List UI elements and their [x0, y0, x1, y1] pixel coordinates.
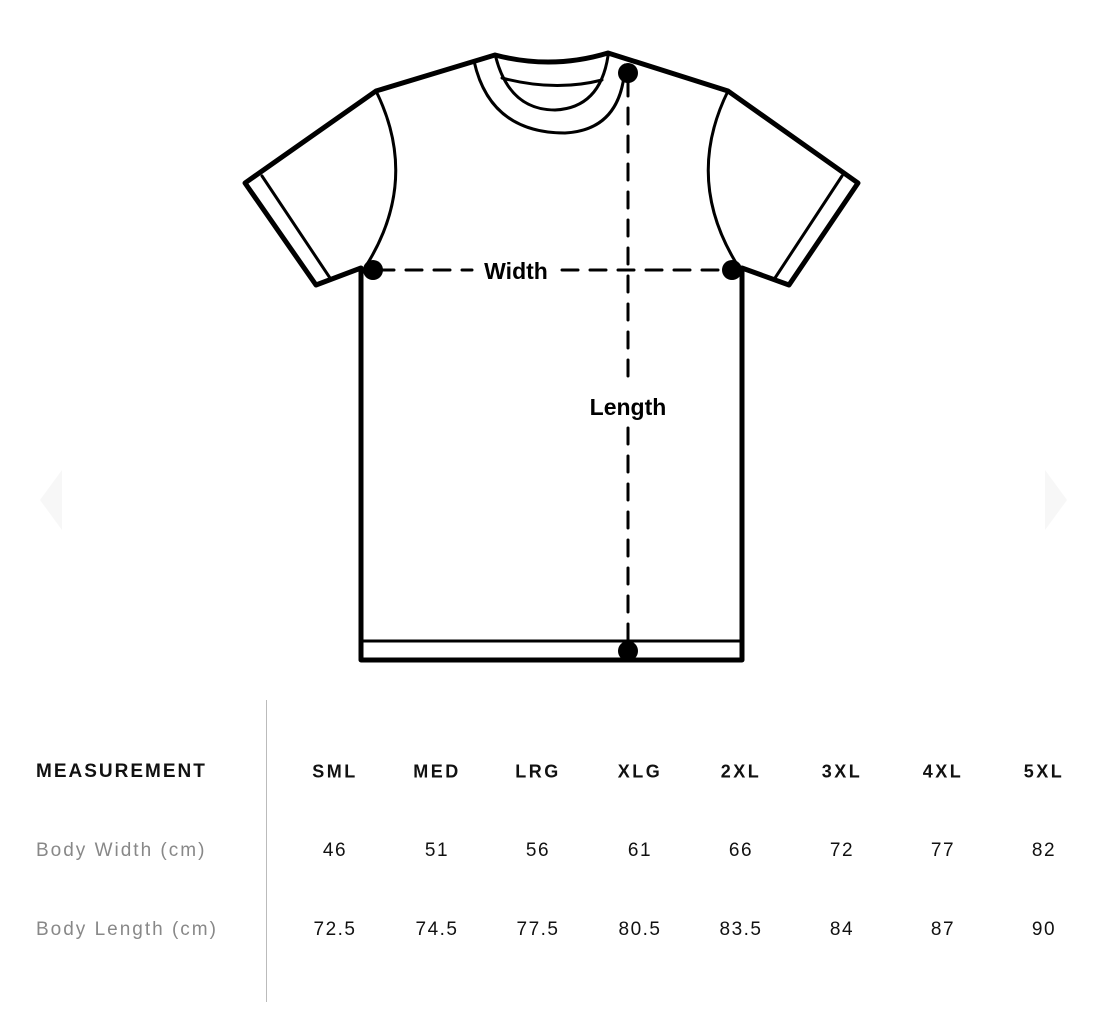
- table-cell: 77: [930, 840, 956, 861]
- size-header: 2XL: [720, 761, 762, 782]
- table-cell: 77.5: [516, 919, 560, 940]
- right-armhole: [706, 89, 740, 268]
- size-header: SML: [312, 761, 358, 782]
- shirt-outline: [242, 50, 861, 663]
- table-cell: 61: [627, 840, 653, 861]
- collar-inner: [494, 54, 610, 112]
- table-cell: 46: [322, 840, 348, 861]
- width-point-right: [722, 260, 742, 280]
- size-header: 3XL: [821, 761, 863, 782]
- table-cell: 83.5: [719, 919, 763, 940]
- size-header: 5XL: [1023, 761, 1065, 782]
- table-cell: 90: [1031, 919, 1057, 940]
- size-header: XLG: [617, 761, 663, 782]
- size-header: MED: [413, 761, 461, 782]
- length-label: Length: [590, 394, 667, 420]
- collar-outer: [472, 59, 627, 135]
- row-label-body-width: Body Width (cm): [36, 840, 207, 861]
- next-arrow-icon[interactable]: [1045, 470, 1067, 530]
- size-header: LRG: [515, 761, 561, 782]
- table-cell: 80.5: [618, 919, 662, 940]
- left-cuff: [260, 174, 332, 280]
- previous-arrow-icon[interactable]: [40, 470, 62, 530]
- length-point-top: [618, 63, 638, 83]
- width-label: Width: [484, 258, 548, 284]
- tshirt-diagram: Width Length: [242, 50, 861, 663]
- table-cell: 51: [424, 840, 450, 861]
- width-point-left: [363, 260, 383, 280]
- table-cell: 74.5: [415, 919, 459, 940]
- right-cuff: [773, 174, 844, 280]
- size-header: 4XL: [922, 761, 964, 782]
- row-label-body-length: Body Length (cm): [36, 919, 218, 940]
- table-cell: 56: [525, 840, 551, 861]
- table-cell: 84: [829, 919, 855, 940]
- measurement-header: MEASUREMENT: [36, 761, 207, 782]
- table-divider: [266, 700, 267, 1002]
- table-cell: 66: [728, 840, 754, 861]
- left-armhole: [364, 89, 398, 268]
- table-cell: 87: [930, 919, 956, 940]
- collar-back: [500, 76, 604, 88]
- table-cell: 72: [829, 840, 855, 861]
- length-point-bottom: [618, 641, 638, 661]
- table-cell: 82: [1031, 840, 1057, 861]
- table-cell: 72.5: [313, 919, 357, 940]
